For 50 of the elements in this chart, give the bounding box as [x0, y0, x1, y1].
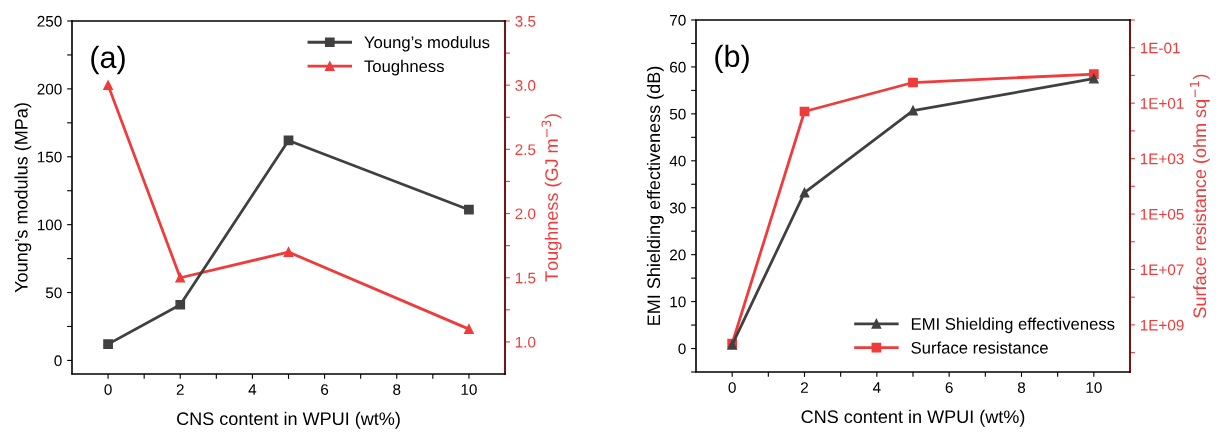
x-tick-label: 4	[248, 384, 257, 395]
x-tick-label: 8	[393, 384, 401, 395]
y-tick-label: 10	[670, 296, 686, 308]
x-tick-label: 2	[801, 382, 808, 393]
x-tick-label: 10	[461, 384, 477, 395]
x-axis-title: CNS content in WPUI (wt%)	[177, 411, 400, 429]
y-axis-title: Young’s modulus (MPa)	[14, 103, 32, 293]
y2-tick-label: 3.0	[515, 80, 536, 91]
y-tick-label: 30	[669, 202, 686, 214]
y2-tick-label: 1E+03	[1140, 153, 1184, 165]
x-tick-label: 6	[945, 382, 953, 393]
y2-tick-label: 2.0	[515, 208, 536, 220]
annotation: (b)	[715, 44, 749, 74]
y2-tick-label: 1E+09	[1140, 319, 1184, 331]
y2-tick-label: 1.0	[515, 336, 536, 348]
y-tick-label: 50	[45, 287, 62, 299]
legend-label: Toughness	[364, 59, 444, 76]
y2-tick-label: 1E+05	[1140, 208, 1184, 220]
y-axis-title: EMI Shielding effectiveness (dB)	[646, 66, 664, 325]
y2-tick-label: 1.5	[515, 272, 536, 284]
y2-axis-title: Toughness (GJ m$^{−3}$)	[541, 114, 562, 282]
y-tick-label: 50	[669, 108, 686, 120]
y2-tick-label: 3.5	[515, 15, 536, 27]
y-tick-label: 100	[37, 219, 62, 231]
legend-label: Young’s modulus	[364, 36, 490, 52]
x-tick-label: 2	[176, 384, 184, 395]
y-tick-label: 20	[670, 249, 686, 261]
y2-tick-label: 1E+01	[1140, 98, 1184, 109]
y-tick-label: 60	[670, 61, 686, 73]
x-tick-label: 4	[872, 382, 881, 393]
y2-axis-title: Surface resistance (ohm sq$^{−1}$)	[1189, 74, 1210, 318]
annotation: (a)	[91, 45, 125, 75]
x-tick-label: 0	[104, 384, 112, 395]
y-tick-label: 150	[37, 151, 62, 163]
y2-tick-label: 2.5	[515, 144, 536, 156]
y-tick-label: 0	[678, 343, 686, 355]
x-tick-label: 8	[1017, 382, 1026, 393]
x-tick-label: 10	[1086, 382, 1102, 393]
legend-label: EMI Shielding effectiveness	[911, 317, 1115, 334]
x-tick-label: 6	[321, 384, 329, 395]
x-axis-title: CNS content in WPUI (wt%)	[801, 409, 1025, 427]
y2-tick-label: 1E+07	[1140, 264, 1184, 276]
y-tick-label: 40	[669, 155, 686, 167]
legend-label: Surface resistance	[911, 341, 1048, 354]
y-tick-label: 70	[670, 14, 686, 26]
y-tick-label: 200	[37, 83, 62, 95]
y2-tick-label: 1E-01	[1140, 42, 1180, 54]
y-tick-label: 0	[54, 355, 62, 367]
y-tick-label: 250	[37, 15, 62, 27]
x-tick-label: 0	[728, 382, 736, 393]
